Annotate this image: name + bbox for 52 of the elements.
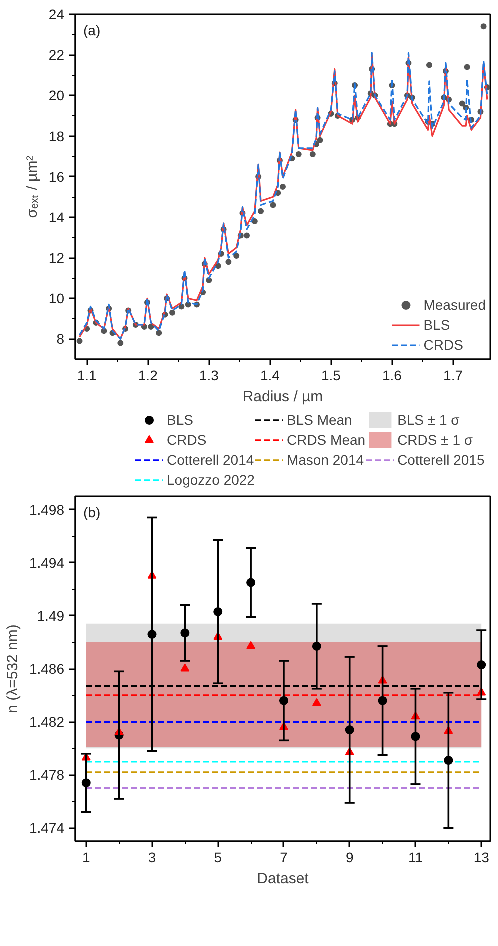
x-axis-title: Radius / µm xyxy=(242,388,324,406)
y-tick-label: 20 xyxy=(48,88,65,104)
point xyxy=(312,698,322,706)
x-tick-label: 9 xyxy=(346,850,354,866)
legend-label: Cotterell 2015 xyxy=(398,452,485,468)
y-tick-label: 1.494 xyxy=(29,554,65,571)
x-tick-label: 1.6 xyxy=(382,368,402,384)
y-axis-title: σₑₓₜ / µm² xyxy=(24,156,41,218)
y-axis-title: n (λ=532 nm) xyxy=(4,624,22,714)
point xyxy=(246,641,256,650)
annotation: (b) xyxy=(84,504,101,520)
legend-label: CRDS Mean xyxy=(286,432,366,448)
y-tick-label: 1.482 xyxy=(29,714,65,730)
legend-label: BLS xyxy=(424,317,450,333)
x-tick-label: 11 xyxy=(408,850,424,866)
x-tick-label: 3 xyxy=(148,850,156,866)
y-tick-label: 1.478 xyxy=(29,767,65,784)
x-tick-label: 1.1 xyxy=(77,368,98,384)
y-tick-label: 18 xyxy=(48,128,65,144)
x-tick-label: 1.7 xyxy=(444,368,464,384)
legend-label: CRDS xyxy=(167,432,207,448)
y-tick-label: 1.498 xyxy=(29,502,65,518)
x-tick-label: 5 xyxy=(214,850,222,866)
x-tick-label: 7 xyxy=(280,850,288,866)
y-tick-label: 14 xyxy=(48,209,65,226)
y-tick-label: 24 xyxy=(48,6,65,22)
x-tick-label: 13 xyxy=(474,850,490,866)
legend-label: CRDS ± 1 σ xyxy=(398,432,474,448)
annotation: (a) xyxy=(84,22,101,38)
x-tick-label: 1.2 xyxy=(138,368,158,384)
x-axis-title: Dataset xyxy=(257,870,310,888)
y-tick-label: 8 xyxy=(56,331,65,348)
legend-label: Cotterell 2014 xyxy=(167,452,254,468)
y-tick-label: 16 xyxy=(48,168,65,185)
legend-label: BLS xyxy=(167,412,194,428)
legend-label: Logozzo 2022 xyxy=(167,472,255,488)
legend-label: CRDS xyxy=(424,337,464,353)
y-tick-label: 12 xyxy=(48,250,65,266)
x-tick-label: 1.5 xyxy=(321,368,342,384)
y-tick-label: 10 xyxy=(48,290,65,307)
legend-label: BLS ± 1 σ xyxy=(398,412,460,428)
legend-label: Measured xyxy=(424,297,486,313)
point xyxy=(180,664,190,672)
y-tick-label: 1.49 xyxy=(37,608,65,624)
legend-label: BLS Mean xyxy=(286,412,352,428)
x-tick-label: 1.3 xyxy=(199,368,220,384)
y-tick-label: 22 xyxy=(48,47,65,64)
legend-label: Mason 2014 xyxy=(286,452,364,468)
x-tick-label: 1.4 xyxy=(260,368,280,384)
y-tick-label: 1.474 xyxy=(29,820,65,836)
x-tick-label: 1 xyxy=(82,850,90,866)
y-tick-label: 1.486 xyxy=(29,661,65,677)
